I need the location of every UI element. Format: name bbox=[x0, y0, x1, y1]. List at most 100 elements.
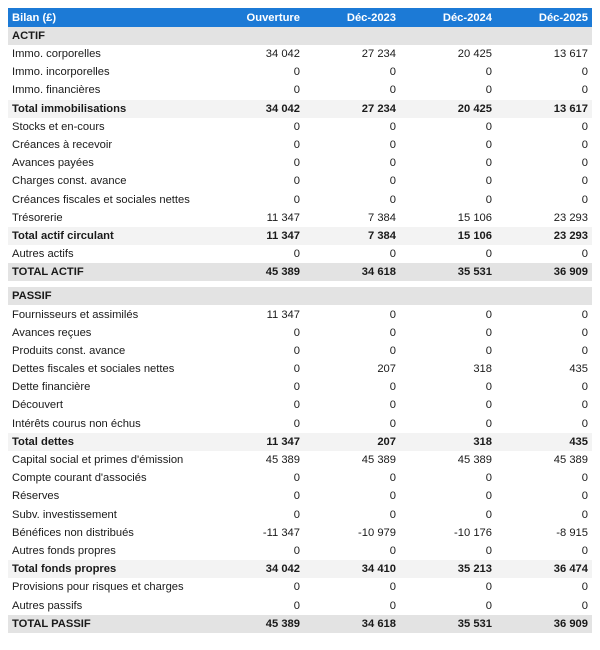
value-cell: 0 bbox=[581, 344, 588, 357]
value-cell: 0 bbox=[485, 175, 492, 188]
value-cell: 0 bbox=[485, 581, 492, 594]
value-cell: 34 042 bbox=[208, 560, 304, 579]
row-label: Découvert bbox=[12, 399, 63, 412]
value-cell: 0 bbox=[485, 248, 492, 261]
value-cell: 0 bbox=[389, 599, 396, 612]
header-cell-ouverture: Ouverture bbox=[208, 8, 304, 27]
value-cell: 0 bbox=[293, 581, 300, 594]
value-cell: 0 bbox=[581, 157, 588, 170]
balance-sheet: Bilan (£) Ouverture Déc-2023 Déc-2024 Dé… bbox=[8, 8, 592, 633]
value-cell: 435 bbox=[569, 363, 588, 376]
value-cell: 0 bbox=[581, 599, 588, 612]
row-label: Autres actifs bbox=[12, 248, 74, 261]
value-cell: 0 bbox=[389, 581, 396, 594]
value-cell: 0 bbox=[581, 490, 588, 503]
value-cell: 0 bbox=[389, 417, 396, 430]
grand-total-row: TOTAL PASSIF 45 389 34 618 35 531 36 909 bbox=[8, 614, 592, 633]
value-cell: 36 474 bbox=[496, 560, 592, 579]
value-cell: -11 347 bbox=[262, 526, 300, 539]
row-label: Réserves bbox=[12, 490, 60, 503]
value-cell: 0 bbox=[389, 508, 396, 521]
table-row: Capital social et primes d'émission 45 38… bbox=[8, 451, 592, 469]
value-cell: 0 bbox=[581, 175, 588, 188]
table-row: Dettes fiscales et sociales nettes 0 207 31… bbox=[8, 360, 592, 378]
table-row: Avances reçues 0 0 0 0 bbox=[8, 324, 592, 342]
header-cell-dec-2024: Déc-2024 bbox=[400, 8, 496, 27]
table-row: Autres fonds propres 0 0 0 0 bbox=[8, 542, 592, 560]
value-cell: 0 bbox=[389, 193, 396, 206]
value-cell: 0 bbox=[581, 472, 588, 485]
table-row: Fournisseurs et assimilés 11 347 0 0 0 bbox=[8, 305, 592, 323]
row-label: Dettes fiscales et sociales nettes bbox=[12, 363, 175, 376]
value-cell: 0 bbox=[581, 399, 588, 412]
value-cell: 7 384 bbox=[368, 211, 396, 224]
value-cell: 207 bbox=[304, 432, 400, 451]
value-cell: 0 bbox=[581, 248, 588, 261]
value-cell: 0 bbox=[581, 193, 588, 206]
table-row: Charges const. avance 0 0 0 0 bbox=[8, 172, 592, 190]
value-cell: 0 bbox=[293, 344, 300, 357]
value-cell: -10 176 bbox=[454, 526, 492, 539]
value-cell: 34 410 bbox=[304, 560, 400, 579]
row-label: TOTAL ACTIF bbox=[8, 263, 208, 282]
value-cell: 34 618 bbox=[304, 263, 400, 282]
table-row: Immo. incorporelles 0 0 0 0 bbox=[8, 63, 592, 81]
value-cell: 0 bbox=[389, 472, 396, 485]
value-cell: 0 bbox=[581, 66, 588, 79]
value-cell: 0 bbox=[293, 544, 300, 557]
subtotal-row: Total immobilisations 34 042 27 234 20 425 1… bbox=[8, 99, 592, 118]
value-cell: 35 531 bbox=[400, 263, 496, 282]
table-row: Immo. financières 0 0 0 0 bbox=[8, 81, 592, 99]
table-row: Bénéfices non distribués -11 347 -10 979 -1… bbox=[8, 524, 592, 542]
subtotal-row: Total fonds propres 34 042 34 410 35 213 36 … bbox=[8, 560, 592, 579]
table-row: Trésorerie 11 347 7 384 15 106 23 293 bbox=[8, 209, 592, 227]
value-cell: 34 618 bbox=[304, 614, 400, 633]
row-label: Trésorerie bbox=[12, 211, 63, 224]
value-cell: 0 bbox=[293, 417, 300, 430]
section-spacer bbox=[8, 281, 592, 288]
row-label: Autres fonds propres bbox=[12, 544, 116, 557]
value-cell: 0 bbox=[485, 139, 492, 152]
value-cell: 35 531 bbox=[400, 614, 496, 633]
value-cell: 7 384 bbox=[304, 226, 400, 246]
value-cell: 0 bbox=[485, 490, 492, 503]
value-cell: 23 293 bbox=[496, 226, 592, 246]
value-cell: 45 389 bbox=[361, 454, 396, 467]
value-cell: 0 bbox=[293, 363, 300, 376]
row-label: Intérêts courus non échus bbox=[12, 417, 141, 430]
value-cell: 13 617 bbox=[496, 99, 592, 118]
table-row: Créances à recevoir 0 0 0 0 bbox=[8, 136, 592, 154]
value-cell: 0 bbox=[581, 544, 588, 557]
row-label: Capital social et primes d'émission bbox=[12, 454, 184, 467]
table-row: Réserves 0 0 0 0 bbox=[8, 487, 592, 505]
table-row: Découvert 0 0 0 0 bbox=[8, 396, 592, 414]
table-row: Avances payées 0 0 0 0 bbox=[8, 154, 592, 172]
value-cell: 0 bbox=[581, 417, 588, 430]
value-cell: 0 bbox=[389, 399, 396, 412]
value-cell: 0 bbox=[389, 84, 396, 97]
value-cell: 11 347 bbox=[266, 308, 300, 321]
value-cell: 23 293 bbox=[553, 211, 588, 224]
value-cell: 15 106 bbox=[457, 211, 492, 224]
value-cell: 0 bbox=[389, 248, 396, 261]
value-cell: 435 bbox=[496, 432, 592, 451]
value-cell: 0 bbox=[581, 581, 588, 594]
row-label: Compte courant d'associés bbox=[12, 472, 147, 485]
row-label: Stocks et en-cours bbox=[12, 120, 105, 133]
value-cell: 27 234 bbox=[304, 99, 400, 118]
value-cell: 45 389 bbox=[457, 454, 492, 467]
header-cell-dec-2025: Déc-2025 bbox=[496, 8, 592, 27]
row-label: Produits const. avance bbox=[12, 344, 126, 357]
value-cell: 45 389 bbox=[265, 454, 300, 467]
value-cell: 0 bbox=[485, 120, 492, 133]
row-label: Immo. financières bbox=[12, 84, 101, 97]
value-cell: 0 bbox=[485, 399, 492, 412]
value-cell: 11 347 bbox=[208, 432, 304, 451]
value-cell: 0 bbox=[389, 308, 396, 321]
value-cell: 0 bbox=[293, 599, 300, 612]
table-row: Compte courant d'associés 0 0 0 0 bbox=[8, 469, 592, 487]
row-label: TOTAL PASSIF bbox=[8, 614, 208, 633]
value-cell: 0 bbox=[485, 508, 492, 521]
row-label: Avances reçues bbox=[12, 326, 92, 339]
row-label: Autres passifs bbox=[12, 599, 83, 612]
